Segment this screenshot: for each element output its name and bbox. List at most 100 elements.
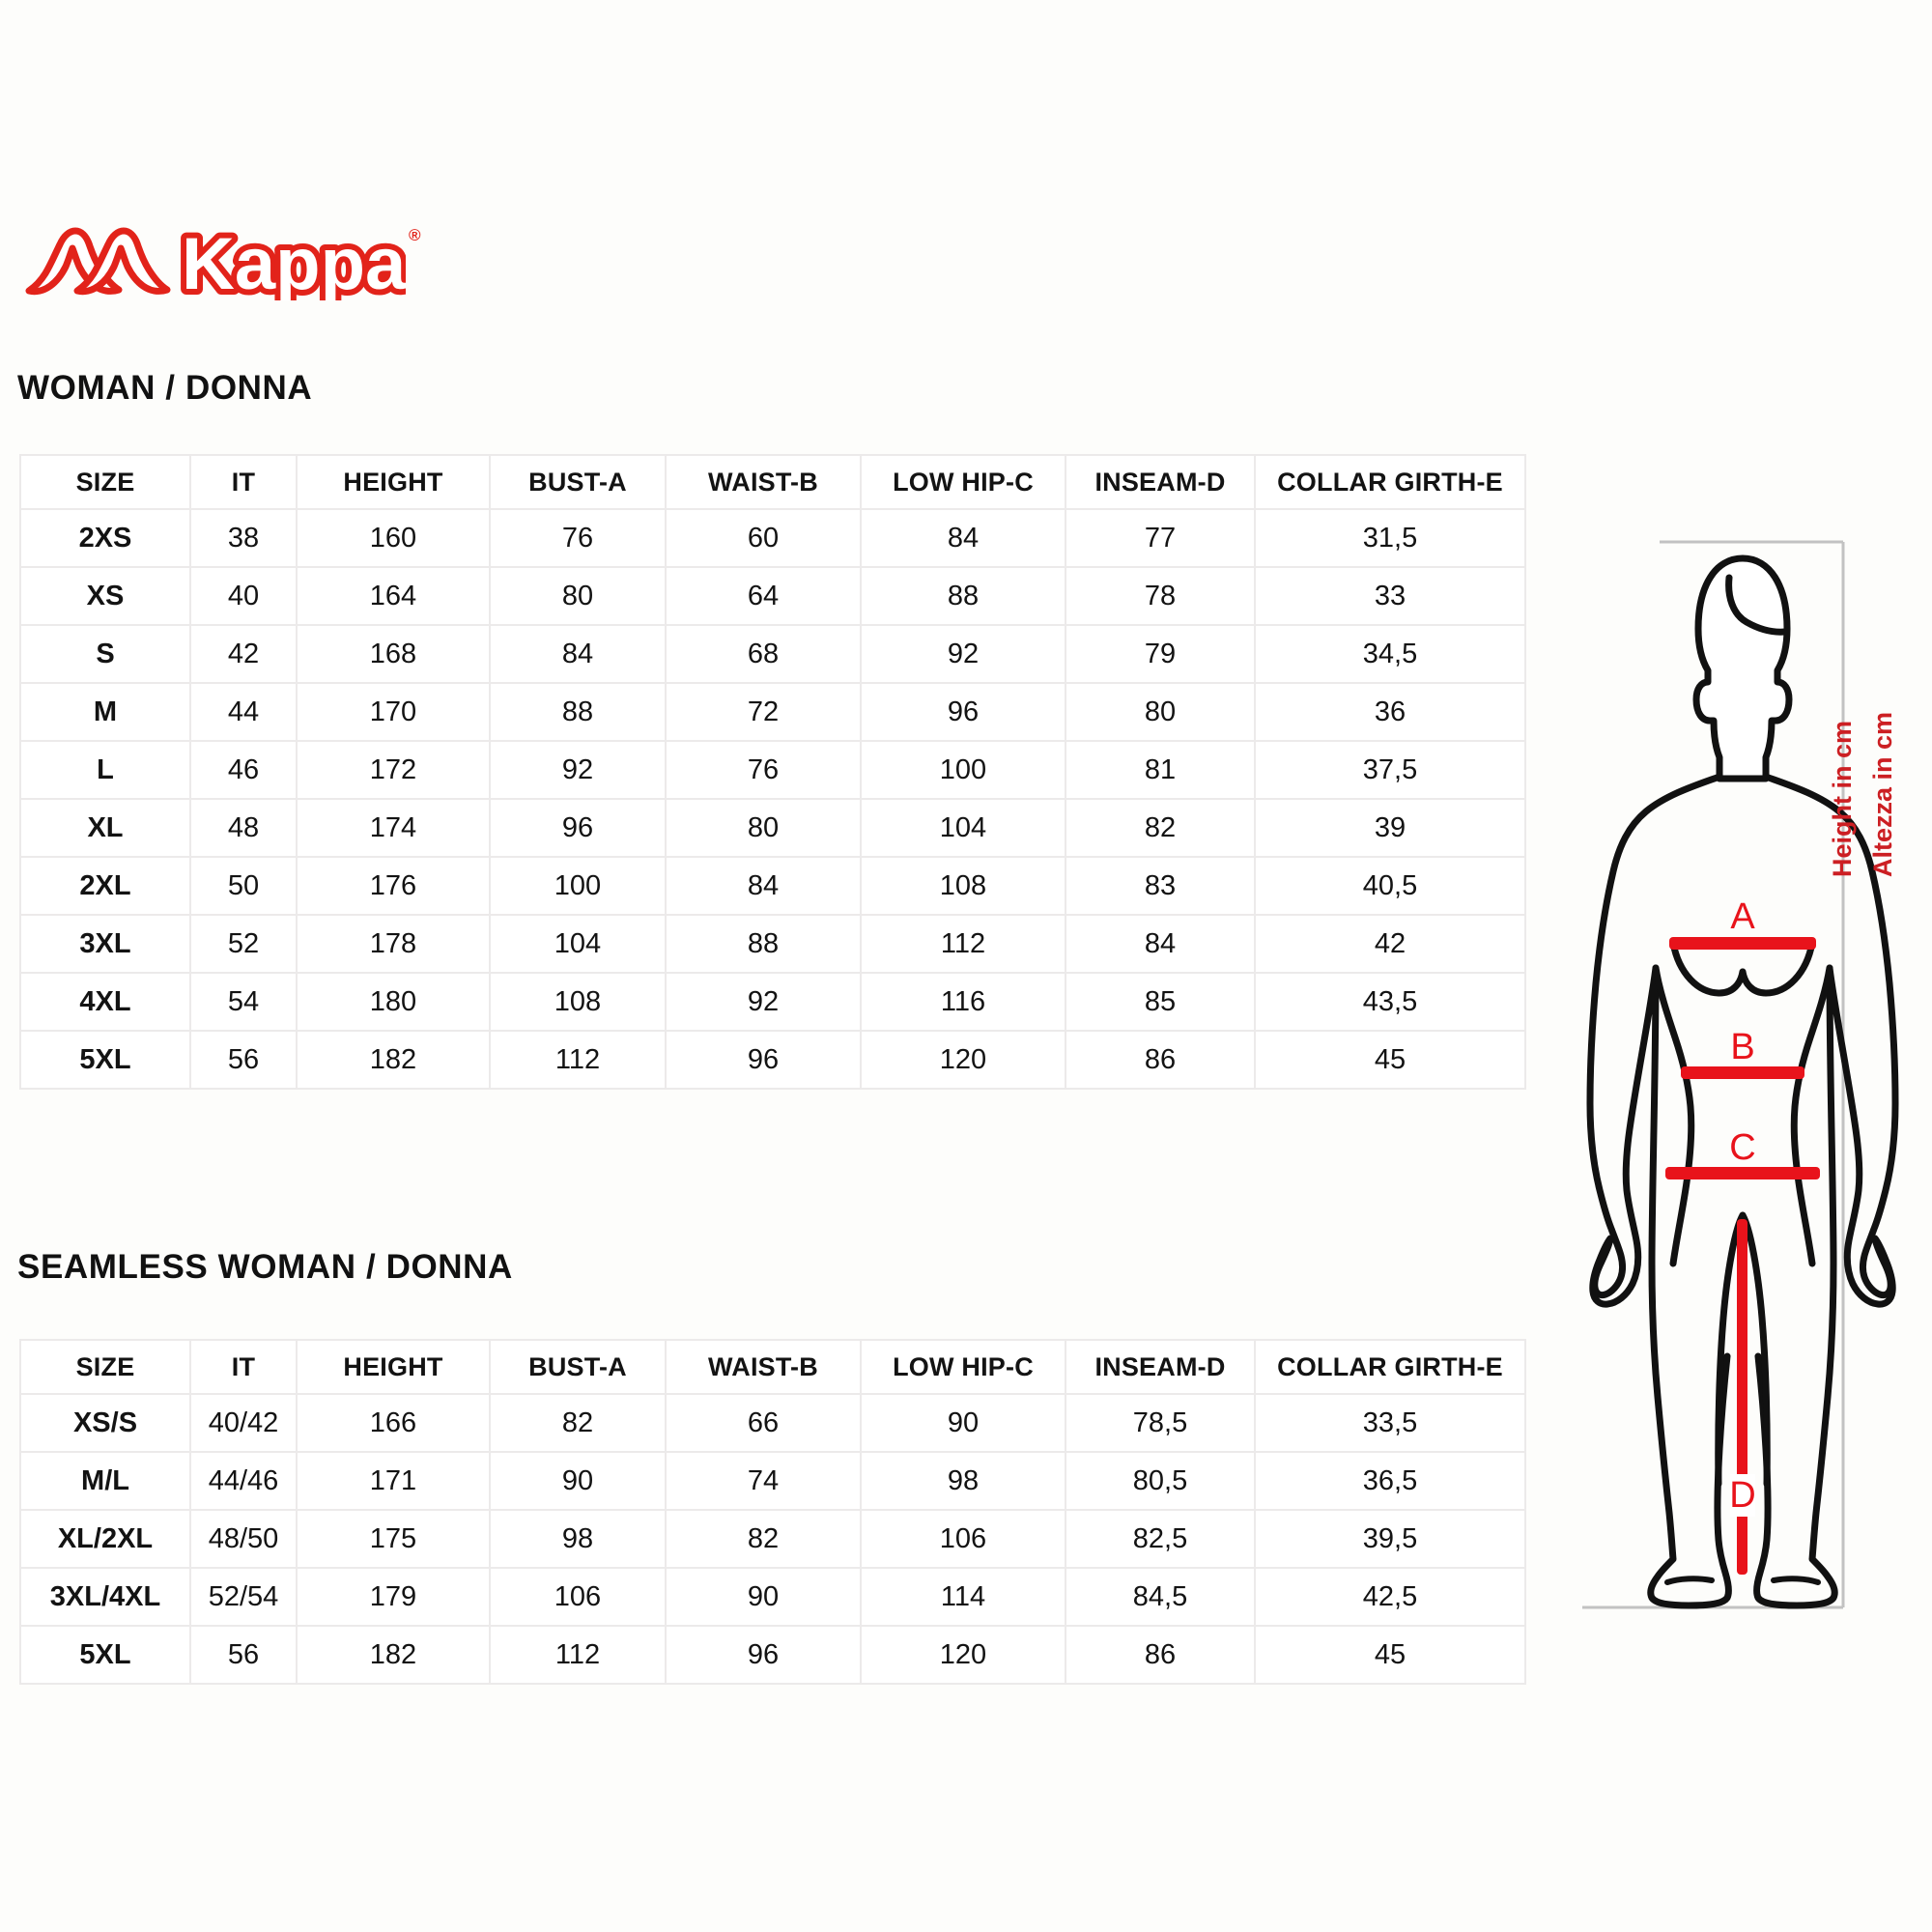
inseam-measure-line-lower xyxy=(1737,1515,1747,1575)
cell-size: 2XL xyxy=(19,856,191,916)
kappa-logo: Kappa Kappa ® xyxy=(19,219,421,300)
col-header-it: IT xyxy=(189,1339,298,1395)
cell-collar: 39 xyxy=(1254,798,1526,858)
measurement-marks: A B C D xyxy=(1665,896,1820,1575)
cell-it: 52/54 xyxy=(189,1567,298,1627)
cell-low-hip: 112 xyxy=(860,914,1066,974)
body-outline xyxy=(1586,554,1899,1609)
col-header-size: SIZE xyxy=(19,1339,191,1395)
cell-bust: 112 xyxy=(489,1625,667,1685)
cell-it: 52 xyxy=(189,914,298,974)
section-title-woman: WOMAN / DONNA xyxy=(17,369,313,407)
cell-collar: 33,5 xyxy=(1254,1393,1526,1453)
cell-it: 48/50 xyxy=(189,1509,298,1569)
cell-it: 42 xyxy=(189,624,298,684)
cell-inseam: 85 xyxy=(1065,972,1256,1032)
cell-it: 46 xyxy=(189,740,298,800)
cell-height: 178 xyxy=(296,914,491,974)
cell-collar: 33 xyxy=(1254,566,1526,626)
cell-bust: 104 xyxy=(489,914,667,974)
size-table-woman: SIZE IT HEIGHT BUST-A WAIST-B LOW HIP-C … xyxy=(19,454,1526,1090)
col-header-bust: BUST-A xyxy=(489,454,667,510)
cell-waist: 90 xyxy=(665,1567,862,1627)
cell-size: XS/S xyxy=(19,1393,191,1453)
table-row: 4XL 54 180 108 92 116 85 43,5 xyxy=(19,972,1526,1032)
table-header-row: SIZE IT HEIGHT BUST-A WAIST-B LOW HIP-C … xyxy=(19,454,1526,510)
cell-collar: 31,5 xyxy=(1254,508,1526,568)
cell-size: XL/2XL xyxy=(19,1509,191,1569)
cell-it: 38 xyxy=(189,508,298,568)
cell-height: 182 xyxy=(296,1030,491,1090)
cell-size: 3XL/4XL xyxy=(19,1567,191,1627)
cell-bust: 106 xyxy=(489,1567,667,1627)
cell-collar: 45 xyxy=(1254,1625,1526,1685)
col-header-it: IT xyxy=(189,454,298,510)
col-header-collar-girth: COLLAR GIRTH-E xyxy=(1254,1339,1526,1395)
cell-waist: 92 xyxy=(665,972,862,1032)
col-header-inseam: INSEAM-D xyxy=(1065,1339,1256,1395)
table-header-row: SIZE IT HEIGHT BUST-A WAIST-B LOW HIP-C … xyxy=(19,1339,1526,1395)
cell-height: 168 xyxy=(296,624,491,684)
cell-inseam: 80 xyxy=(1065,682,1256,742)
cell-bust: 82 xyxy=(489,1393,667,1453)
cell-collar: 43,5 xyxy=(1254,972,1526,1032)
table-row: 2XL 50 176 100 84 108 83 40,5 xyxy=(19,856,1526,916)
cell-height: 174 xyxy=(296,798,491,858)
cell-collar: 37,5 xyxy=(1254,740,1526,800)
cell-inseam: 83 xyxy=(1065,856,1256,916)
table-row: XL/2XL 48/50 175 98 82 106 82,5 39,5 xyxy=(19,1509,1526,1569)
cell-bust: 92 xyxy=(489,740,667,800)
cell-waist: 68 xyxy=(665,624,862,684)
col-header-waist: WAIST-B xyxy=(665,1339,862,1395)
cell-inseam: 79 xyxy=(1065,624,1256,684)
table-row: 3XL/4XL 52/54 179 106 90 114 84,5 42,5 xyxy=(19,1567,1526,1627)
cell-size: M xyxy=(19,682,191,742)
cell-size: 5XL xyxy=(19,1625,191,1685)
cell-bust: 112 xyxy=(489,1030,667,1090)
cell-inseam: 86 xyxy=(1065,1030,1256,1090)
table-row: M/L 44/46 171 90 74 98 80,5 36,5 xyxy=(19,1451,1526,1511)
cell-collar: 40,5 xyxy=(1254,856,1526,916)
cell-height: 180 xyxy=(296,972,491,1032)
cell-inseam: 84,5 xyxy=(1065,1567,1256,1627)
table-row: S 42 168 84 68 92 79 34,5 xyxy=(19,624,1526,684)
table-row: 3XL 52 178 104 88 112 84 42 xyxy=(19,914,1526,974)
table-row: 2XS 38 160 76 60 84 77 31,5 xyxy=(19,508,1526,568)
cell-collar: 34,5 xyxy=(1254,624,1526,684)
table-row: M 44 170 88 72 96 80 36 xyxy=(19,682,1526,742)
height-label-italian: Altezza in cm xyxy=(1868,712,1897,877)
bust-measure-line xyxy=(1669,937,1816,950)
cell-waist: 84 xyxy=(665,856,862,916)
cell-waist: 80 xyxy=(665,798,862,858)
cell-bust: 108 xyxy=(489,972,667,1032)
cell-it: 44 xyxy=(189,682,298,742)
low-hip-measure-line xyxy=(1665,1167,1820,1179)
measure-label-b: B xyxy=(1730,1027,1754,1067)
table-row: 5XL 56 182 112 96 120 86 45 xyxy=(19,1030,1526,1090)
cell-low-hip: 104 xyxy=(860,798,1066,858)
col-header-bust: BUST-A xyxy=(489,1339,667,1395)
cell-size: S xyxy=(19,624,191,684)
cell-size: M/L xyxy=(19,1451,191,1511)
cell-inseam: 82 xyxy=(1065,798,1256,858)
cell-low-hip: 106 xyxy=(860,1509,1066,1569)
cell-bust: 76 xyxy=(489,508,667,568)
cell-low-hip: 114 xyxy=(860,1567,1066,1627)
cell-low-hip: 120 xyxy=(860,1030,1066,1090)
cell-collar: 36 xyxy=(1254,682,1526,742)
cell-waist: 88 xyxy=(665,914,862,974)
cell-height: 172 xyxy=(296,740,491,800)
cell-bust: 98 xyxy=(489,1509,667,1569)
cell-height: 175 xyxy=(296,1509,491,1569)
cell-bust: 80 xyxy=(489,566,667,626)
cell-inseam: 86 xyxy=(1065,1625,1256,1685)
cell-it: 50 xyxy=(189,856,298,916)
cell-waist: 82 xyxy=(665,1509,862,1569)
section-title-seamless-woman: SEAMLESS WOMAN / DONNA xyxy=(17,1248,513,1286)
waist-measure-line xyxy=(1681,1066,1804,1079)
registered-mark: ® xyxy=(409,226,421,244)
cell-it: 48 xyxy=(189,798,298,858)
cell-inseam: 77 xyxy=(1065,508,1256,568)
measure-label-c: C xyxy=(1729,1127,1755,1168)
